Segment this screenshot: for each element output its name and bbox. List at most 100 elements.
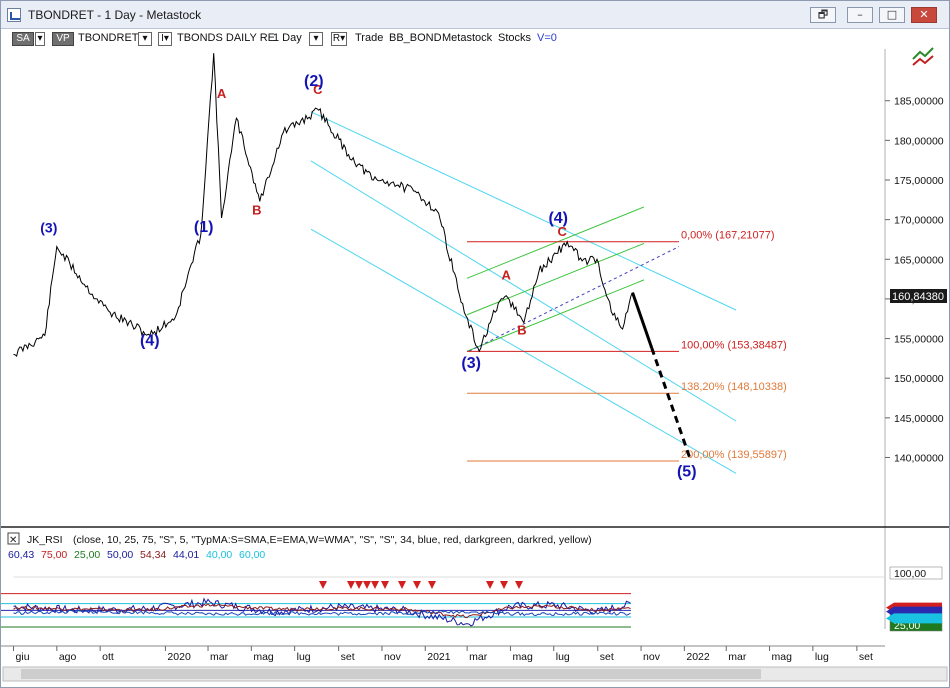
time-tick-label: giu	[16, 651, 30, 663]
indicator-values: 60,43 75,00 25,00 50,00 54,34 44,01 40,00 60,00	[8, 549, 265, 561]
elliott-wave-labels: (3)(4)(1)ABC(2)(3)ABC(4)(5)	[40, 73, 696, 480]
last-price-value: 160,84380	[892, 291, 944, 303]
wave-label: A	[217, 86, 227, 101]
chart-app-icon	[7, 8, 21, 22]
wave-label: (1)	[194, 219, 214, 236]
rsi-signal-arrow	[363, 581, 371, 589]
indicator-params: (close, 10, 25, 75, "S", 5, "TypMA:S=SMA…	[73, 534, 592, 546]
indicator-close-icon[interactable]: ✕	[9, 535, 17, 546]
time-axis: giu ago ott 2020 mar mag lug set nov 2021 mar mag lu…	[13, 646, 873, 663]
rsi-signal-arrow	[486, 581, 494, 589]
wave-label: (4)	[140, 332, 160, 349]
rsi-signal-arrow	[347, 581, 355, 589]
periodicity-label: 1 Day	[273, 32, 302, 44]
price-tick-label: 165,00000	[894, 254, 944, 266]
time-tick-label: 2020	[167, 651, 191, 663]
volume-label: V=0	[537, 32, 557, 44]
price-tick-label: 175,00000	[894, 175, 944, 187]
time-tick-label: mag	[253, 651, 274, 663]
time-tick-label: mar	[728, 651, 747, 663]
trend-icon[interactable]	[912, 47, 934, 66]
time-tick-label: mar	[210, 651, 229, 663]
title-bar: TBONDRET - 1 Day - Metastock 🗗 – □ ✕	[1, 1, 949, 29]
trend-channels	[310, 111, 737, 474]
time-tick-label: lug	[815, 651, 829, 663]
projection-solid	[631, 292, 654, 349]
wave-label: C	[558, 224, 568, 239]
symbol-dropdown[interactable]: ▾	[138, 32, 152, 46]
wave-label: (2)	[304, 73, 324, 90]
rsi-signal-arrow	[413, 581, 421, 589]
vp-button[interactable]: VP	[52, 32, 74, 46]
time-tick-label: lug	[556, 651, 570, 663]
price-tick-label: 140,00000	[894, 452, 944, 464]
indicator-value: 54,34	[140, 549, 166, 561]
r-button[interactable]: R▾	[331, 32, 347, 46]
indicator-value: 75,00	[41, 549, 67, 561]
rsi-series-line	[13, 597, 631, 627]
horizontal-scrollbar[interactable]	[2, 666, 948, 682]
wave-label: (4)	[548, 210, 568, 227]
rsi-value-marker	[886, 613, 942, 624]
wave-label: (3)	[461, 355, 481, 372]
rsi-signal-arrow	[428, 581, 436, 589]
rsi-pane	[1, 576, 885, 628]
time-tick-label: set	[600, 651, 614, 663]
wave4-channel-line	[466, 242, 645, 316]
channel-line	[310, 160, 737, 422]
indicator-name: JK_RSI	[27, 534, 63, 546]
indicator-value: 25,00	[74, 549, 100, 561]
minimize-button[interactable]: –	[847, 7, 873, 23]
close-button[interactable]: ✕	[911, 7, 937, 23]
price-line	[13, 53, 633, 358]
chart-toolbar: SA ▾ VP TBONDRET ▾ I▾ TBONDS DAILY RE 1 …	[1, 29, 949, 49]
indicator-value: 60,43	[8, 549, 34, 561]
indicator-value: 40,00	[206, 549, 232, 561]
projection-dashed	[650, 347, 693, 462]
time-tick-label: set	[341, 651, 355, 663]
window-title: TBONDRET - 1 Day - Metastock	[28, 8, 202, 22]
rsi-series-line	[13, 609, 631, 617]
wave-label: C	[313, 82, 323, 97]
indicator-value: 44,01	[173, 549, 199, 561]
sa-button[interactable]: SA	[12, 32, 34, 46]
price-series	[13, 53, 693, 462]
trade-label[interactable]: Trade	[355, 32, 384, 44]
rsi-axis-tag	[889, 566, 943, 580]
wave-label: B	[517, 323, 526, 338]
fibonacci-levels: 0,00% (167,21077) 100,00% (153,38487) 138,…	[467, 230, 787, 462]
time-tick-label: mar	[469, 651, 488, 663]
time-tick-label: 2021	[427, 651, 451, 663]
wave-label: A	[501, 268, 511, 283]
chart-type-button[interactable]: I▾	[158, 32, 172, 46]
symbol-label: TBONDRET	[78, 32, 139, 44]
chart-area: 0,00% (167,21077) 100,00% (153,38487) 138,…	[1, 47, 949, 682]
maximize-button[interactable]: □	[879, 7, 905, 23]
wave4-channel-line	[466, 279, 645, 352]
time-tick-label: nov	[643, 651, 661, 663]
time-tick-label: 2022	[686, 651, 710, 663]
time-tick-label: mag	[512, 651, 533, 663]
time-tick-label: ago	[59, 651, 77, 663]
fib-level-label: 200,00% (139,55897)	[681, 449, 787, 461]
sa-dropdown[interactable]: ▾	[35, 32, 45, 46]
kind-label: Stocks	[498, 32, 532, 44]
rsi-signal-arrow	[371, 581, 379, 589]
time-tick-label: nov	[384, 651, 402, 663]
rsi-series-line	[13, 603, 631, 619]
wave4-channel-line	[466, 206, 645, 279]
group-label: BB_BOND	[389, 32, 442, 44]
price-tick-label: 170,00000	[894, 215, 944, 227]
rsi-signal-arrow	[381, 581, 389, 589]
rsi-signal-arrow	[515, 581, 523, 589]
wave-label: (3)	[40, 220, 57, 236]
indicator-header: ✕ JK_RSI (close, 10, 25, 75, "S", 5, "Ty…	[7, 532, 592, 546]
periodicity-dropdown[interactable]: ▾	[309, 32, 323, 46]
restore-window-icon[interactable]: 🗗	[810, 7, 836, 23]
fib-level-label: 100,00% (153,38487)	[681, 339, 787, 351]
rsi-axis-label: 100,00	[894, 568, 926, 580]
indicator-value: 50,00	[107, 549, 133, 561]
time-tick-label: ott	[102, 651, 114, 663]
